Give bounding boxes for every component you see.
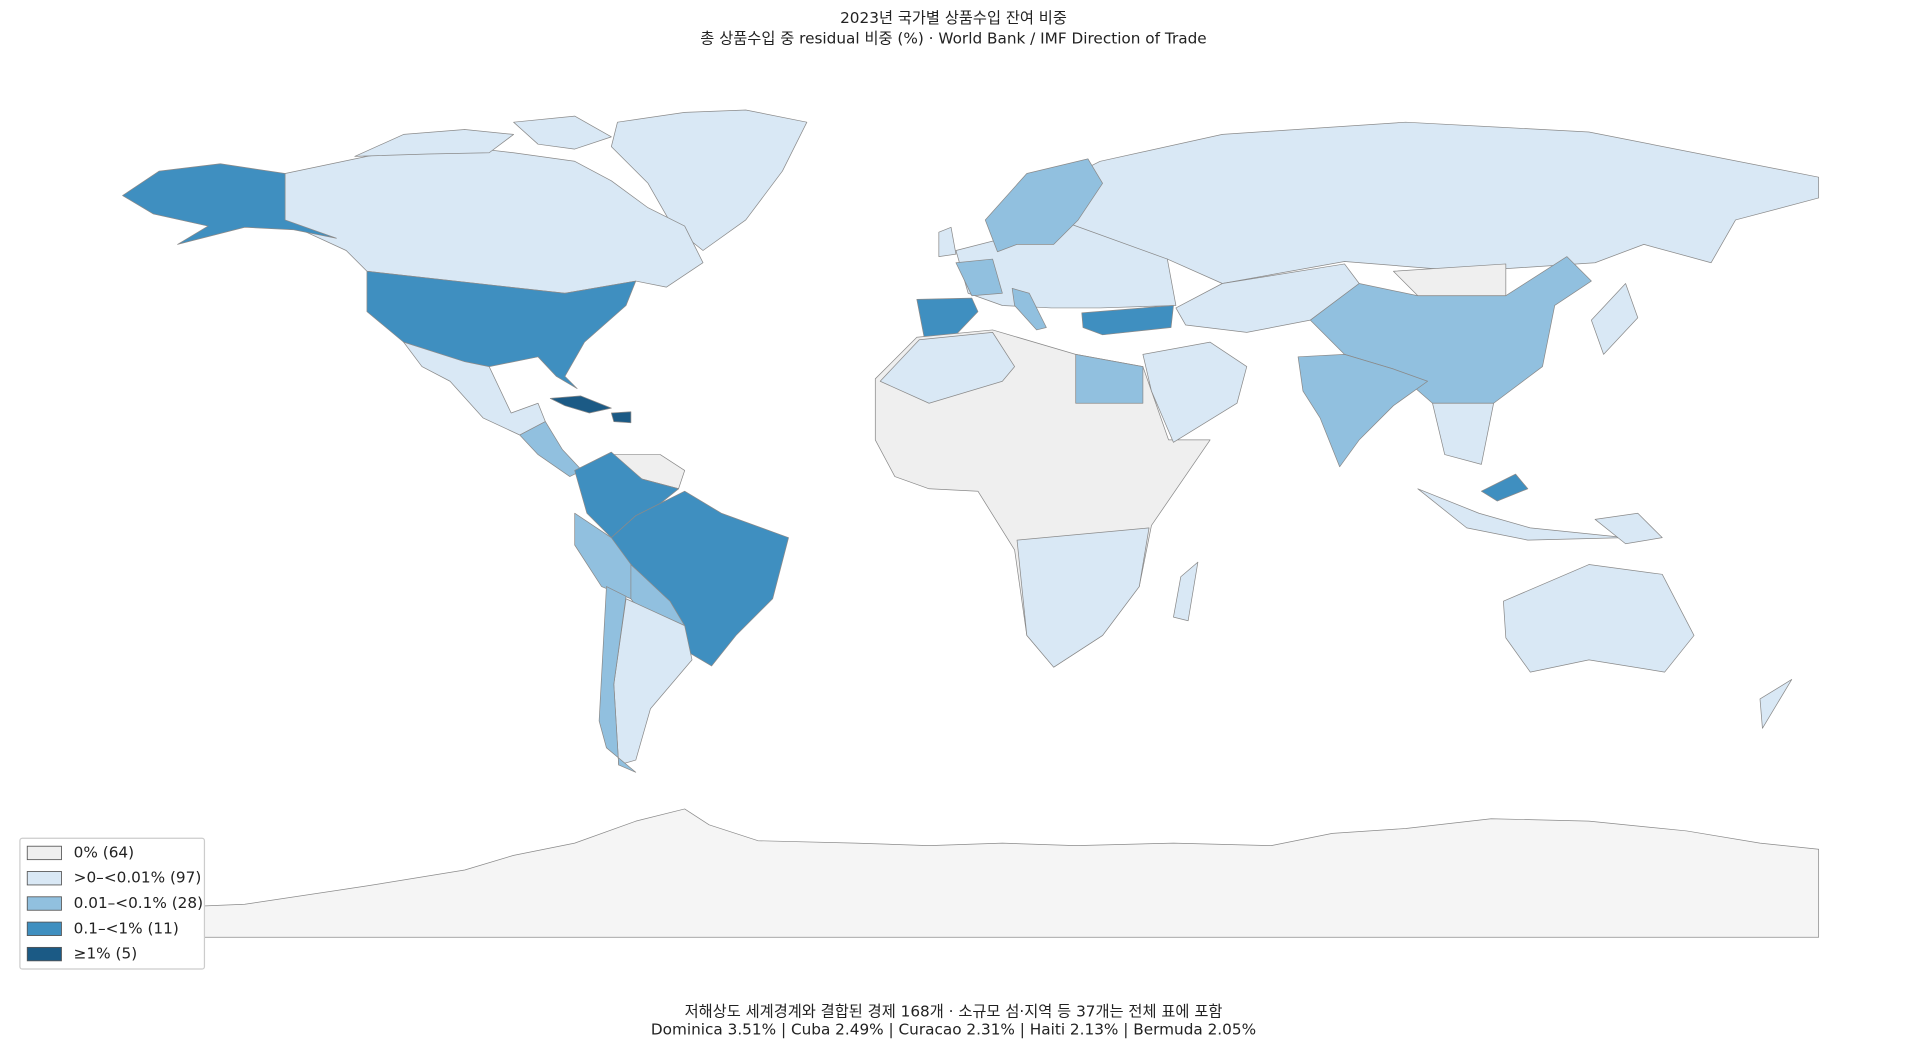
antarctica (97, 808, 1820, 938)
legend-box (19, 837, 206, 970)
spain (916, 297, 979, 338)
legend-swatch (26, 896, 62, 911)
turkey (1081, 305, 1174, 336)
western-europe (955, 258, 1003, 297)
scandinavia (984, 158, 1103, 253)
legend-label: ≥1% (5) (74, 945, 138, 963)
egypt (1075, 354, 1144, 404)
mongolia (1393, 263, 1507, 297)
uk (938, 226, 957, 257)
argentina (613, 598, 693, 766)
india (1297, 354, 1428, 468)
southern-africa (1016, 527, 1150, 668)
footer-top5: Dominica 3.51% | Cuba 2.49% | Curacao 2.… (651, 1021, 1256, 1039)
hispaniola (610, 411, 632, 424)
legend-swatch (26, 946, 62, 962)
legend-label: 0% (64) (74, 843, 134, 861)
australia (1503, 564, 1695, 673)
north-africa (879, 332, 1015, 404)
middle-east (1142, 341, 1248, 443)
alaska (122, 163, 337, 245)
cuba (549, 395, 612, 414)
central-america (519, 421, 583, 477)
new-guinea (1594, 512, 1663, 545)
map-title: 2023년 국가별 상품수입 잔여 비중 (840, 9, 1067, 27)
footer-note: 저해상도 세계경계와 결합된 경제 168개 · 소규모 섬·지역 등 37개는… (685, 1002, 1223, 1020)
legend: 0% (64) >0–<0.01% (97) 0.01–<0.1% (28) 0.1–… (19, 837, 206, 970)
southeast-asia (1432, 402, 1494, 465)
greenland (610, 109, 808, 251)
legend-swatch (26, 845, 62, 861)
indonesia (1417, 488, 1626, 541)
legend-swatch (26, 871, 62, 886)
canada-islands (354, 115, 612, 157)
usa (366, 270, 637, 389)
new-zealand (1759, 679, 1793, 729)
legend-label: 0.1–<1% (11) (74, 919, 179, 937)
chile (598, 586, 637, 773)
madagascar (1173, 561, 1199, 622)
map-subtitle: 총 상품수입 중 residual 비중 (%) · World Bank / … (700, 30, 1206, 48)
legend-label: 0.01–<0.1% (28) (74, 894, 203, 912)
legend-items: 0% (64) >0–<0.01% (97) 0.01–<0.1% (28) 0.1–… (26, 843, 203, 963)
italy (1011, 288, 1047, 331)
japan (1590, 283, 1639, 355)
world-map (97, 109, 1820, 938)
legend-label: >0–<0.01% (97) (74, 869, 202, 887)
malaysia (1481, 473, 1529, 502)
legend-swatch (26, 921, 62, 936)
